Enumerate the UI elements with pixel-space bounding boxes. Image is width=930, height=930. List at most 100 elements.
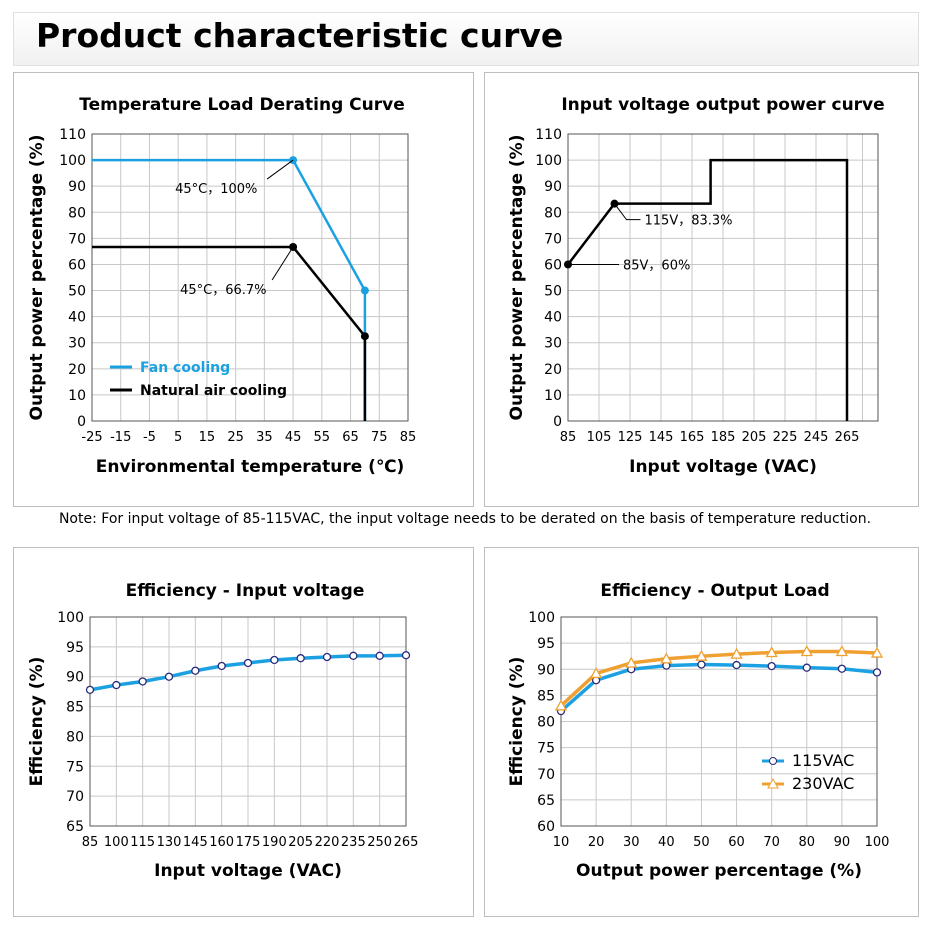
series-line-115vac (559, 662, 878, 713)
y-tick-label: 30 (544, 336, 562, 352)
legend-marker (767, 777, 779, 789)
x-tick-label: 100 (104, 835, 129, 850)
data-point (164, 672, 174, 681)
x-tick-label: 145 (649, 430, 674, 445)
y-tick-label: 70 (68, 231, 86, 247)
y-tick-label: 110 (535, 127, 562, 143)
x-tick-label: 90 (834, 835, 851, 850)
data-point (112, 680, 121, 690)
y-tick-label: 110 (59, 127, 86, 143)
data-point (191, 666, 200, 675)
y-tick-label: 95 (66, 640, 84, 656)
annotation-leader (266, 159, 294, 180)
x-tick-label: 25 (227, 430, 244, 445)
x-tick-label: 30 (623, 835, 640, 850)
x-tick-label: 50 (693, 835, 710, 850)
y-axis-label: Efficiency (%) (27, 657, 47, 787)
y-axis-label: Output power percentage (%) (27, 135, 47, 421)
plot-border (91, 133, 409, 422)
derating-note: Note: For input voltage of 85-115VAC, th… (58, 511, 872, 527)
series-line-230vac (559, 649, 878, 708)
x-tick-label: 40 (658, 835, 675, 850)
y-tick-label: 70 (537, 767, 555, 783)
x-tick-label: -15 (110, 430, 131, 445)
data-point (401, 651, 411, 660)
x-tick-label: 35 (256, 430, 273, 445)
page-title: Product characteristic curve (36, 16, 564, 55)
x-tick-label: 160 (209, 835, 234, 850)
x-tick-label: 70 (763, 835, 780, 850)
x-tick-label: 220 (315, 835, 340, 850)
data-point (349, 651, 358, 660)
x-tick-label: 100 (865, 835, 890, 850)
legend-label: Natural air cooling (140, 383, 287, 399)
y-tick-label: 100 (59, 153, 86, 169)
data-point (243, 658, 253, 668)
x-tick-label: 15 (199, 430, 216, 445)
x-tick-label: 190 (262, 835, 287, 850)
y-tick-label: 50 (68, 284, 86, 300)
y-tick-label: 60 (537, 819, 555, 835)
y-tick-label: 85 (66, 700, 84, 716)
data-point (872, 668, 882, 677)
chart-title: Efficiency - Input voltage (126, 581, 365, 601)
legend-marker (769, 757, 777, 765)
x-tick-label: 55 (314, 430, 331, 445)
y-tick-label: 80 (544, 205, 562, 221)
data-point (870, 646, 884, 658)
title-bar (13, 12, 919, 66)
y-tick-label: 75 (537, 741, 555, 757)
x-tick-label: 85 (400, 430, 417, 445)
annotation-label: 115V，83.3% (645, 214, 733, 229)
annotation-label: 45°C，66.7% (180, 283, 266, 298)
data-point (697, 660, 706, 669)
x-tick-label: 235 (341, 835, 366, 850)
series-line-curve (567, 158, 849, 421)
x-axis-label: Output power percentage (%) (576, 861, 862, 881)
y-tick-label: 90 (66, 670, 84, 686)
x-axis-label: Environmental temperature (℃) (96, 457, 405, 477)
data-point (360, 332, 369, 341)
legend-label: Fan cooling (140, 360, 230, 376)
x-tick-label: 265 (394, 835, 419, 850)
y-tick-label: 80 (66, 729, 84, 745)
data-point (590, 667, 603, 679)
y-tick-label: 20 (544, 362, 562, 378)
data-point (767, 661, 776, 671)
x-tick-label: 250 (367, 835, 392, 850)
y-axis-label: Efficiency (%) (507, 657, 527, 787)
annotation-leader (271, 246, 294, 281)
x-axis-label: Input voltage (VAC) (629, 457, 817, 477)
x-tick-label: 205 (742, 430, 767, 445)
data-point (360, 286, 369, 295)
data-point (765, 646, 778, 658)
x-tick-label: 10 (553, 835, 570, 850)
y-tick-label: 90 (68, 179, 86, 195)
y-tick-label: 20 (68, 362, 86, 378)
y-tick-label: 80 (537, 715, 555, 731)
x-tick-label: 45 (285, 430, 302, 445)
data-point (270, 655, 279, 665)
x-tick-label: 105 (587, 430, 612, 445)
x-tick-label: 245 (804, 430, 829, 445)
y-tick-label: 40 (68, 310, 86, 326)
data-point (695, 649, 708, 661)
y-tick-label: 70 (66, 789, 84, 805)
x-tick-label: 115 (130, 835, 155, 850)
data-point (835, 645, 848, 657)
x-tick-label: 5 (174, 430, 182, 445)
y-tick-label: 80 (68, 205, 86, 221)
y-tick-label: 65 (66, 819, 84, 835)
x-tick-label: 175 (236, 835, 261, 850)
x-axis-label: Input voltage (VAC) (154, 861, 342, 881)
y-tick-label: 0 (553, 414, 562, 430)
x-tick-label: 130 (157, 835, 182, 850)
y-tick-label: 10 (68, 388, 86, 404)
x-tick-label: 60 (728, 835, 745, 850)
annotation-label: 85V，60% (623, 258, 690, 273)
x-tick-label: 165 (680, 430, 705, 445)
data-point (217, 661, 226, 671)
y-tick-label: 95 (537, 636, 555, 652)
y-tick-label: 50 (544, 284, 562, 300)
data-point (625, 656, 638, 668)
